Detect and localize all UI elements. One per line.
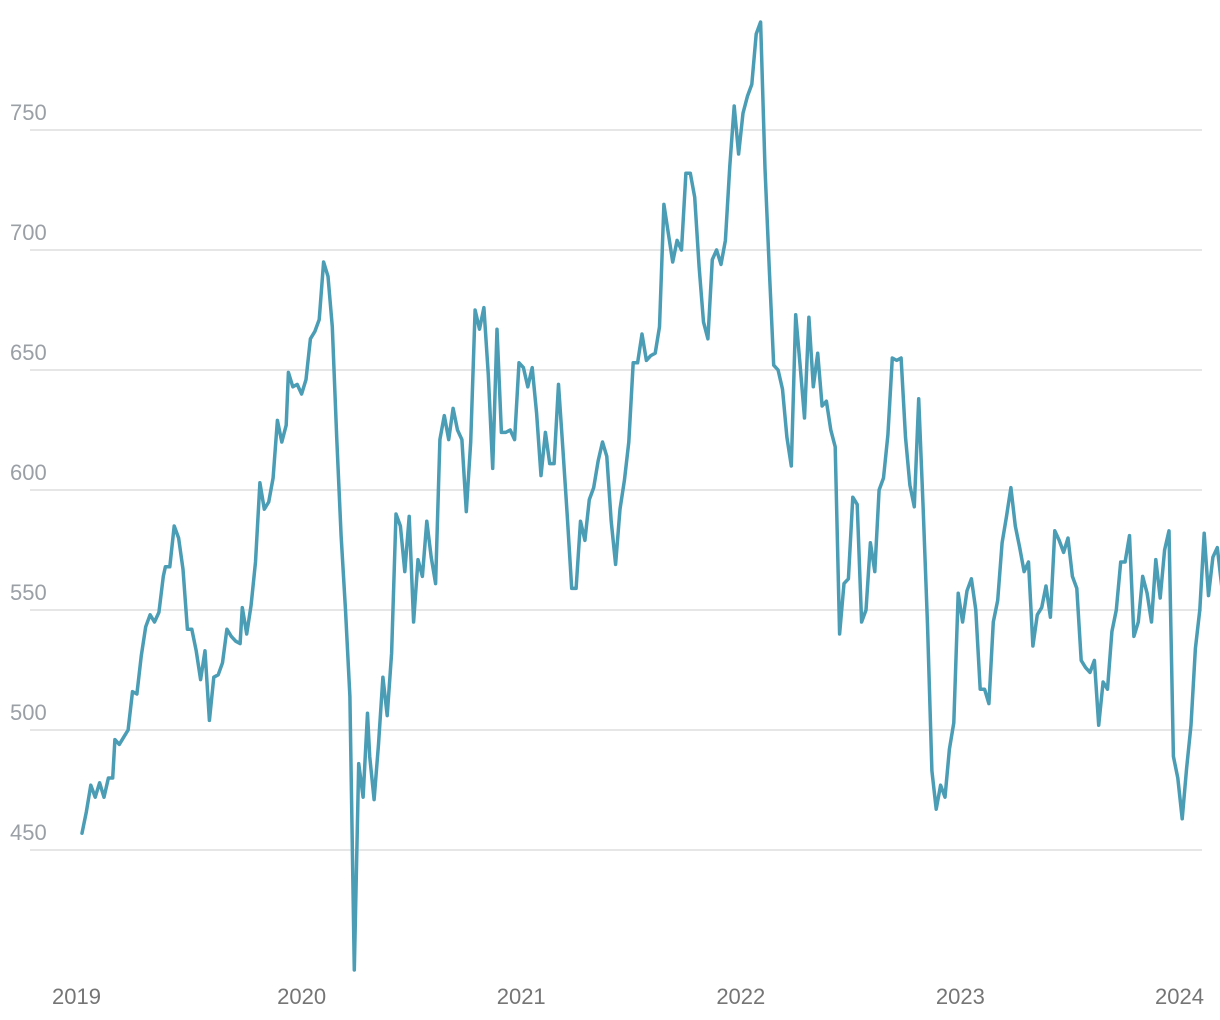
series-line (80, 20, 1220, 972)
y-tick-label: 550 (10, 580, 47, 605)
y-tick-label: 750 (10, 100, 47, 125)
series-layer (80, 20, 1220, 972)
x-tick-label: 2022 (716, 984, 765, 1009)
x-axis-ticks: 2019 2020 2021 2022 2023 2024 (52, 984, 1204, 1009)
y-tick-label: 700 (10, 220, 47, 245)
x-tick-label: 2019 (52, 984, 101, 1009)
y-tick-label: 500 (10, 700, 47, 725)
x-tick-label: 2024 (1155, 984, 1204, 1009)
y-tick-label: 600 (10, 460, 47, 485)
x-tick-label: 2021 (497, 984, 546, 1009)
gridlines (30, 129, 1202, 851)
y-tick-label: 650 (10, 340, 47, 365)
x-tick-label: 2023 (936, 984, 985, 1009)
x-tick-label: 2020 (277, 984, 326, 1009)
y-tick-label: 450 (10, 820, 47, 845)
y-axis-ticks: 450 500 550 600 650 700 750 (10, 100, 47, 845)
